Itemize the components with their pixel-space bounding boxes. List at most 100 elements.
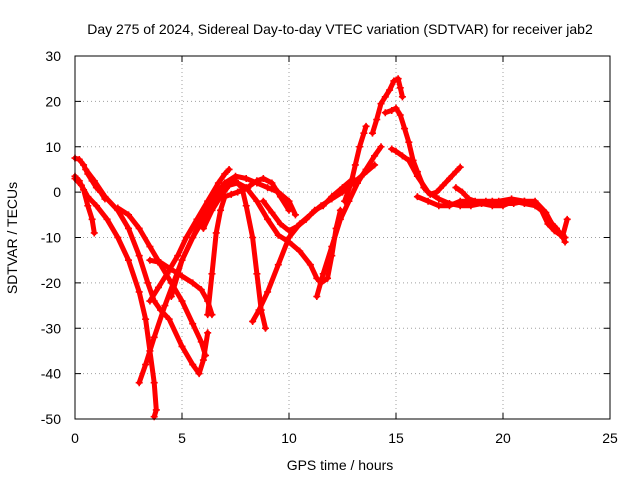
data-point-marker [125, 256, 132, 264]
data-point-marker [328, 193, 336, 201]
data-point-marker [285, 206, 293, 214]
data-point-marker [276, 193, 284, 201]
data-point-marker [386, 86, 394, 94]
data-point-marker [165, 315, 173, 323]
data-point-marker [264, 215, 272, 223]
data-point-marker [446, 175, 453, 183]
data-point-marker [328, 243, 336, 251]
series-trace [147, 257, 215, 318]
data-point-marker [285, 197, 293, 205]
data-point-marker [362, 165, 370, 173]
data-point-marker [253, 197, 261, 205]
data-point-marker [217, 206, 225, 214]
series-trace [200, 180, 343, 286]
data-point-marker [178, 297, 186, 305]
data-point-marker [135, 379, 143, 387]
data-point-marker [313, 274, 321, 282]
series-trace [147, 166, 232, 304]
data-point-marker [368, 129, 376, 137]
data-point-marker [135, 288, 143, 296]
data-point-marker [208, 206, 216, 214]
data-point-marker [163, 270, 171, 278]
data-point-marker [433, 188, 441, 196]
data-point-marker [413, 172, 421, 180]
data-point-marker [103, 215, 111, 223]
data-point-marker [114, 204, 122, 212]
data-point-marker [324, 274, 332, 282]
data-point-marker [405, 138, 413, 146]
tick-layer [74, 55, 611, 420]
data-point-marker [550, 224, 558, 232]
data-point-marker [471, 197, 479, 205]
data-point-marker [161, 302, 169, 310]
data-point-marker [146, 297, 154, 305]
data-point-marker [199, 356, 207, 364]
y-axis-title: SDTVAR / TECUs [4, 182, 20, 294]
data-point-marker [174, 252, 182, 260]
y-tick-label: -20 [41, 275, 61, 291]
data-point-marker [456, 197, 464, 205]
data-point-marker [84, 193, 92, 201]
data-point-marker [242, 202, 250, 210]
data-point-marker [199, 211, 207, 219]
data-point-marker [242, 175, 250, 183]
data-point-marker [360, 129, 368, 137]
data-point-marker [178, 256, 186, 264]
grid-layer [75, 56, 610, 419]
data-point-marker [197, 286, 205, 294]
data-point-marker [563, 215, 571, 223]
data-point-marker [371, 161, 379, 169]
data-series-arc-3 [71, 175, 160, 421]
y-tick-label: -30 [41, 320, 61, 336]
data-point-marker [225, 181, 233, 189]
data-point-marker [353, 179, 361, 187]
data-point-marker [276, 220, 284, 228]
tick-label-layer: 0 5 10 15 20 25 -50 -40 -30 -20 -10 0 10 20 30 [41, 48, 618, 446]
data-point-marker [178, 342, 186, 350]
data-point-marker [542, 209, 550, 217]
data-point-marker [253, 270, 261, 278]
data-point-marker [208, 270, 216, 278]
data-point-marker [146, 243, 154, 251]
data-point-marker [390, 77, 398, 85]
data-point-marker [381, 109, 389, 117]
series-layer [71, 75, 571, 421]
data-point-marker [435, 202, 443, 210]
data-point-marker [125, 224, 132, 232]
data-point-marker [351, 161, 359, 169]
data-point-marker [339, 184, 346, 192]
series-trace [370, 76, 405, 136]
data-point-marker [377, 143, 385, 151]
data-point-marker [189, 361, 197, 369]
data-point-marker [221, 179, 229, 187]
data-point-marker [157, 258, 165, 266]
data-point-marker [377, 100, 385, 108]
data-point-marker [204, 329, 212, 337]
data-point-marker [227, 190, 235, 198]
data-point-marker [150, 379, 158, 387]
data-point-marker [125, 211, 132, 219]
data-point-marker [319, 202, 327, 210]
data-series-arc-4 [82, 165, 212, 378]
data-point-marker [482, 197, 490, 205]
data-point-marker [154, 283, 162, 291]
data-point-marker [356, 143, 364, 151]
data-point-marker [75, 155, 83, 163]
data-point-marker [195, 370, 203, 378]
data-point-marker [210, 193, 218, 201]
x-tick-label: 25 [602, 430, 618, 446]
data-point-marker [398, 93, 406, 101]
data-point-marker [80, 161, 88, 169]
data-point-marker [559, 231, 567, 239]
data-point-marker [217, 193, 225, 201]
data-point-marker [88, 215, 96, 223]
data-point-marker [294, 222, 302, 230]
data-point-marker [458, 188, 466, 196]
data-point-marker [142, 361, 150, 369]
data-point-marker [234, 179, 242, 187]
data-point-marker [259, 175, 267, 183]
data-point-marker [274, 231, 282, 239]
chart-title: Day 275 of 2024, Sidereal Day-to-day VTE… [87, 21, 593, 37]
data-point-marker [189, 279, 197, 287]
data-point-marker [388, 145, 396, 153]
